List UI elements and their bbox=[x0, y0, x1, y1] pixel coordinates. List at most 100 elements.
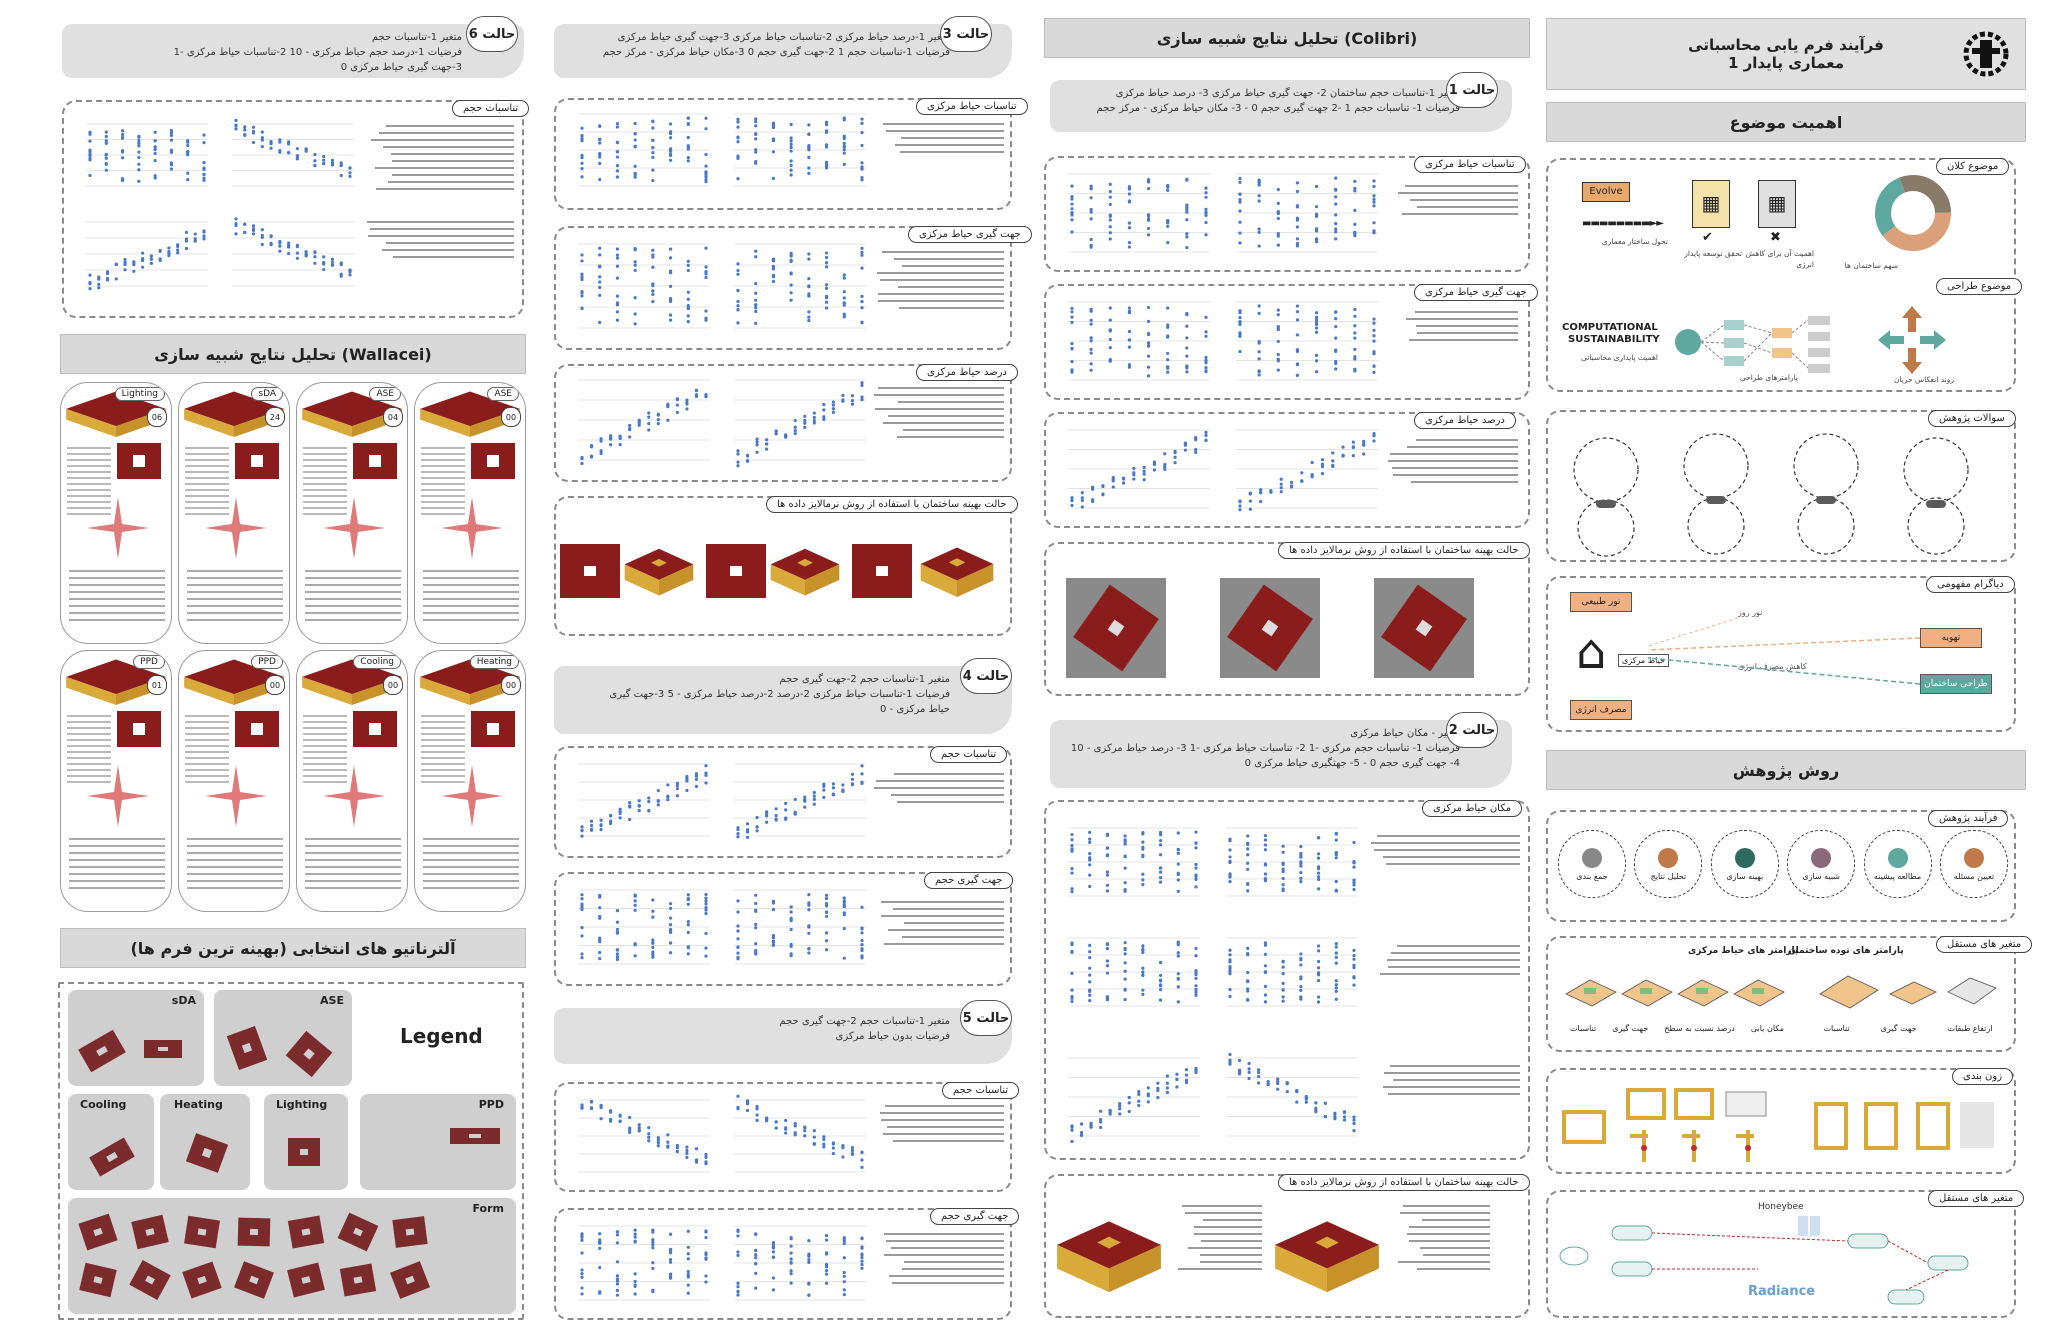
scatter-point bbox=[580, 1271, 584, 1276]
scatter-point bbox=[755, 829, 759, 833]
courtyard bbox=[369, 455, 381, 467]
scatter-point bbox=[704, 908, 708, 912]
scatter-point bbox=[260, 233, 264, 237]
plan-view bbox=[117, 443, 161, 479]
scatter-point bbox=[1184, 1068, 1189, 1072]
scatter-point bbox=[260, 130, 264, 134]
text-line bbox=[423, 887, 519, 889]
text-lines bbox=[1370, 940, 1520, 980]
scatter-point bbox=[668, 256, 673, 260]
scatter-point bbox=[1070, 832, 1074, 837]
scatter-point bbox=[169, 148, 174, 152]
scatter-point bbox=[1372, 439, 1376, 443]
scatter-point bbox=[1165, 1074, 1169, 1078]
scatter-point bbox=[824, 286, 829, 290]
scatter-point bbox=[1152, 460, 1157, 464]
scatter-point bbox=[580, 272, 584, 276]
scatter-point bbox=[615, 1260, 620, 1264]
scatter-point bbox=[774, 807, 778, 811]
scatter-point bbox=[1088, 873, 1092, 877]
scatter-point bbox=[793, 431, 797, 436]
scatter-point bbox=[651, 284, 655, 288]
scatter-point bbox=[656, 1136, 660, 1140]
text-line bbox=[421, 733, 465, 735]
scatter-point bbox=[598, 957, 602, 961]
scatter-point bbox=[1127, 185, 1132, 189]
text-line bbox=[69, 619, 165, 621]
scatter-point bbox=[1070, 370, 1074, 374]
scatter-point bbox=[1228, 988, 1232, 992]
scatter-point bbox=[1316, 887, 1321, 891]
scatter-point bbox=[704, 393, 708, 397]
scatter-point bbox=[580, 834, 584, 838]
scatter-point bbox=[736, 449, 740, 453]
scatter-point bbox=[580, 955, 584, 960]
scatter-point bbox=[1259, 499, 1263, 504]
scatter-point bbox=[598, 155, 602, 159]
scatter-point bbox=[771, 1243, 776, 1247]
scatter-point bbox=[1141, 832, 1145, 836]
scatter-point bbox=[1257, 350, 1261, 354]
wallacei-card-label: ASE bbox=[487, 387, 519, 401]
scatter-point bbox=[580, 1275, 584, 1279]
scatter-point bbox=[745, 830, 750, 834]
scatter-point bbox=[685, 777, 689, 781]
scatter-point bbox=[1089, 1125, 1093, 1129]
scatter-point bbox=[1166, 188, 1170, 192]
scatter-point bbox=[1146, 233, 1151, 237]
card-metrics bbox=[185, 711, 229, 787]
colibri-optimal2-title: حالت بهینه ساختمان با استفاده از روش نرم… bbox=[1278, 1174, 1530, 1191]
scatter-point bbox=[831, 403, 835, 407]
scatter-point bbox=[771, 1241, 776, 1245]
scatter-point bbox=[1334, 889, 1338, 893]
scatter-point bbox=[609, 437, 613, 441]
scatter-point bbox=[771, 1276, 776, 1280]
scatter-point bbox=[1320, 471, 1325, 476]
scatter-point bbox=[313, 261, 317, 265]
scatter-point bbox=[609, 434, 613, 438]
scatter-point bbox=[803, 805, 807, 809]
scatter-point bbox=[169, 167, 174, 171]
scatter-point bbox=[668, 902, 673, 906]
scatter-point bbox=[666, 795, 670, 799]
courtyard bbox=[303, 1048, 315, 1060]
scatter-point bbox=[633, 1235, 637, 1239]
scatter-point bbox=[1299, 854, 1303, 858]
scatter-point bbox=[685, 1148, 689, 1153]
scatter-point bbox=[675, 794, 679, 798]
scatter-point bbox=[137, 141, 141, 145]
scatter-point bbox=[589, 819, 594, 823]
scatter-point bbox=[278, 249, 282, 253]
scatter-point bbox=[1158, 853, 1163, 857]
process-step-label: بهینه سازی bbox=[1726, 871, 1764, 881]
parameter-network bbox=[1675, 316, 1830, 373]
scatter-point bbox=[755, 443, 759, 447]
text-line bbox=[423, 852, 519, 854]
scatter-point bbox=[615, 1279, 620, 1283]
scatter-point bbox=[1248, 507, 1252, 511]
scatter-point bbox=[313, 255, 317, 259]
text-line bbox=[421, 513, 465, 515]
scatter-point bbox=[1316, 852, 1321, 856]
scatter-point bbox=[1194, 877, 1198, 881]
scatter-point bbox=[1372, 434, 1376, 438]
questions-title: سوالات پژوهش bbox=[1928, 410, 2016, 427]
case4-line2: فرضیات 1-تناسبات حیاط مرکزی 2-درصد 2-درص… bbox=[609, 689, 950, 700]
scatter-point bbox=[580, 825, 584, 829]
text-line bbox=[885, 1105, 1004, 1107]
text-line bbox=[187, 887, 283, 889]
scatter-point bbox=[1316, 865, 1321, 869]
scatter-point bbox=[812, 421, 816, 425]
energy-share-donut bbox=[1875, 175, 1951, 251]
scatter-point bbox=[1123, 977, 1127, 981]
scatter-point bbox=[1165, 1086, 1169, 1090]
scatter-point bbox=[1281, 887, 1285, 891]
scatter-point bbox=[615, 920, 620, 924]
scatter-point bbox=[1194, 970, 1198, 974]
scatter-point bbox=[754, 148, 758, 152]
scatter-point bbox=[1238, 334, 1242, 338]
scatter-point bbox=[1316, 856, 1321, 860]
text-line bbox=[423, 859, 519, 861]
compare-caption-ok: تحقق توسعه پایدار bbox=[1684, 249, 1742, 258]
scatter-point bbox=[771, 1288, 776, 1292]
